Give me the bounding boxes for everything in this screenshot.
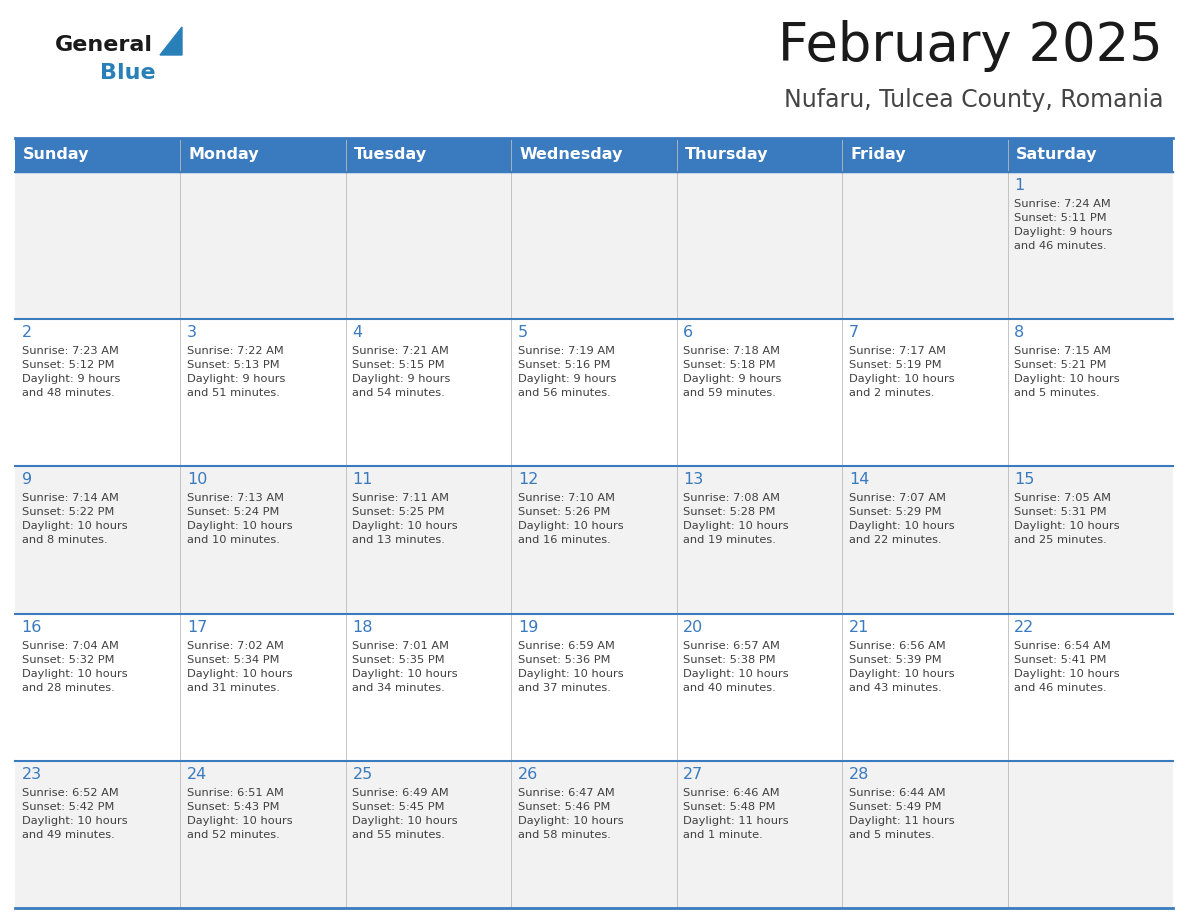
- Text: 14: 14: [848, 473, 870, 487]
- Text: Sunrise: 6:52 AM
Sunset: 5:42 PM
Daylight: 10 hours
and 49 minutes.: Sunrise: 6:52 AM Sunset: 5:42 PM Dayligh…: [21, 788, 127, 840]
- Text: 1: 1: [1015, 178, 1024, 193]
- Text: 10: 10: [187, 473, 208, 487]
- Text: Saturday: Saturday: [1016, 148, 1098, 162]
- Text: Friday: Friday: [851, 148, 906, 162]
- Text: 6: 6: [683, 325, 694, 341]
- Text: Nufaru, Tulcea County, Romania: Nufaru, Tulcea County, Romania: [784, 88, 1163, 112]
- Text: Sunrise: 7:08 AM
Sunset: 5:28 PM
Daylight: 10 hours
and 19 minutes.: Sunrise: 7:08 AM Sunset: 5:28 PM Dayligh…: [683, 493, 789, 545]
- Text: Sunrise: 7:02 AM
Sunset: 5:34 PM
Daylight: 10 hours
and 31 minutes.: Sunrise: 7:02 AM Sunset: 5:34 PM Dayligh…: [187, 641, 292, 692]
- Text: Sunrise: 6:44 AM
Sunset: 5:49 PM
Daylight: 11 hours
and 5 minutes.: Sunrise: 6:44 AM Sunset: 5:49 PM Dayligh…: [848, 788, 954, 840]
- Text: 26: 26: [518, 767, 538, 782]
- Bar: [511, 138, 677, 172]
- Text: 17: 17: [187, 620, 208, 634]
- Text: Sunrise: 7:24 AM
Sunset: 5:11 PM
Daylight: 9 hours
and 46 minutes.: Sunrise: 7:24 AM Sunset: 5:11 PM Dayligh…: [1015, 199, 1113, 251]
- Text: 13: 13: [683, 473, 703, 487]
- Text: Sunrise: 7:04 AM
Sunset: 5:32 PM
Daylight: 10 hours
and 28 minutes.: Sunrise: 7:04 AM Sunset: 5:32 PM Dayligh…: [21, 641, 127, 692]
- Text: 25: 25: [353, 767, 373, 782]
- Text: Sunrise: 6:54 AM
Sunset: 5:41 PM
Daylight: 10 hours
and 46 minutes.: Sunrise: 6:54 AM Sunset: 5:41 PM Dayligh…: [1015, 641, 1120, 692]
- Bar: [15, 613, 1173, 761]
- Bar: [15, 761, 1173, 908]
- Text: Sunrise: 6:59 AM
Sunset: 5:36 PM
Daylight: 10 hours
and 37 minutes.: Sunrise: 6:59 AM Sunset: 5:36 PM Dayligh…: [518, 641, 624, 692]
- Text: 5: 5: [518, 325, 527, 341]
- Bar: [842, 138, 1007, 172]
- Bar: [15, 466, 1173, 613]
- Text: Sunrise: 6:56 AM
Sunset: 5:39 PM
Daylight: 10 hours
and 43 minutes.: Sunrise: 6:56 AM Sunset: 5:39 PM Dayligh…: [848, 641, 954, 692]
- Bar: [15, 138, 181, 172]
- Text: Sunrise: 6:49 AM
Sunset: 5:45 PM
Daylight: 10 hours
and 55 minutes.: Sunrise: 6:49 AM Sunset: 5:45 PM Dayligh…: [353, 788, 459, 840]
- Text: 22: 22: [1015, 620, 1035, 634]
- Text: General: General: [55, 35, 153, 55]
- Text: Sunrise: 7:21 AM
Sunset: 5:15 PM
Daylight: 9 hours
and 54 minutes.: Sunrise: 7:21 AM Sunset: 5:15 PM Dayligh…: [353, 346, 451, 398]
- Text: Sunrise: 7:22 AM
Sunset: 5:13 PM
Daylight: 9 hours
and 51 minutes.: Sunrise: 7:22 AM Sunset: 5:13 PM Dayligh…: [187, 346, 285, 398]
- Text: Sunrise: 7:10 AM
Sunset: 5:26 PM
Daylight: 10 hours
and 16 minutes.: Sunrise: 7:10 AM Sunset: 5:26 PM Dayligh…: [518, 493, 624, 545]
- Text: 23: 23: [21, 767, 42, 782]
- Text: Sunrise: 7:23 AM
Sunset: 5:12 PM
Daylight: 9 hours
and 48 minutes.: Sunrise: 7:23 AM Sunset: 5:12 PM Dayligh…: [21, 346, 120, 398]
- Bar: [1007, 138, 1173, 172]
- Text: 12: 12: [518, 473, 538, 487]
- Text: 11: 11: [353, 473, 373, 487]
- Text: Sunrise: 7:01 AM
Sunset: 5:35 PM
Daylight: 10 hours
and 34 minutes.: Sunrise: 7:01 AM Sunset: 5:35 PM Dayligh…: [353, 641, 459, 692]
- Text: Sunrise: 7:14 AM
Sunset: 5:22 PM
Daylight: 10 hours
and 8 minutes.: Sunrise: 7:14 AM Sunset: 5:22 PM Dayligh…: [21, 493, 127, 545]
- Text: Sunrise: 7:13 AM
Sunset: 5:24 PM
Daylight: 10 hours
and 10 minutes.: Sunrise: 7:13 AM Sunset: 5:24 PM Dayligh…: [187, 493, 292, 545]
- Text: Monday: Monday: [189, 148, 259, 162]
- Text: Sunrise: 7:11 AM
Sunset: 5:25 PM
Daylight: 10 hours
and 13 minutes.: Sunrise: 7:11 AM Sunset: 5:25 PM Dayligh…: [353, 493, 459, 545]
- Text: 19: 19: [518, 620, 538, 634]
- Text: 4: 4: [353, 325, 362, 341]
- Text: 20: 20: [683, 620, 703, 634]
- Text: Sunrise: 7:07 AM
Sunset: 5:29 PM
Daylight: 10 hours
and 22 minutes.: Sunrise: 7:07 AM Sunset: 5:29 PM Dayligh…: [848, 493, 954, 545]
- Text: 8: 8: [1015, 325, 1024, 341]
- Text: Thursday: Thursday: [685, 148, 769, 162]
- Text: Sunrise: 7:05 AM
Sunset: 5:31 PM
Daylight: 10 hours
and 25 minutes.: Sunrise: 7:05 AM Sunset: 5:31 PM Dayligh…: [1015, 493, 1120, 545]
- Bar: [15, 172, 1173, 319]
- Text: 24: 24: [187, 767, 207, 782]
- Text: Sunrise: 6:46 AM
Sunset: 5:48 PM
Daylight: 11 hours
and 1 minute.: Sunrise: 6:46 AM Sunset: 5:48 PM Dayligh…: [683, 788, 789, 840]
- Text: 7: 7: [848, 325, 859, 341]
- Text: February 2025: February 2025: [778, 20, 1163, 72]
- Bar: [15, 319, 1173, 466]
- Text: Sunrise: 6:57 AM
Sunset: 5:38 PM
Daylight: 10 hours
and 40 minutes.: Sunrise: 6:57 AM Sunset: 5:38 PM Dayligh…: [683, 641, 789, 692]
- Text: Sunrise: 7:18 AM
Sunset: 5:18 PM
Daylight: 9 hours
and 59 minutes.: Sunrise: 7:18 AM Sunset: 5:18 PM Dayligh…: [683, 346, 782, 398]
- Text: Sunrise: 7:17 AM
Sunset: 5:19 PM
Daylight: 10 hours
and 2 minutes.: Sunrise: 7:17 AM Sunset: 5:19 PM Dayligh…: [848, 346, 954, 398]
- Text: Sunrise: 7:15 AM
Sunset: 5:21 PM
Daylight: 10 hours
and 5 minutes.: Sunrise: 7:15 AM Sunset: 5:21 PM Dayligh…: [1015, 346, 1120, 398]
- Text: 28: 28: [848, 767, 870, 782]
- Text: 16: 16: [21, 620, 42, 634]
- Text: Sunrise: 6:47 AM
Sunset: 5:46 PM
Daylight: 10 hours
and 58 minutes.: Sunrise: 6:47 AM Sunset: 5:46 PM Dayligh…: [518, 788, 624, 840]
- Text: 18: 18: [353, 620, 373, 634]
- Bar: [677, 138, 842, 172]
- Text: Sunrise: 6:51 AM
Sunset: 5:43 PM
Daylight: 10 hours
and 52 minutes.: Sunrise: 6:51 AM Sunset: 5:43 PM Dayligh…: [187, 788, 292, 840]
- Text: 15: 15: [1015, 473, 1035, 487]
- Bar: [181, 138, 346, 172]
- Text: 9: 9: [21, 473, 32, 487]
- Bar: [346, 138, 511, 172]
- Text: 2: 2: [21, 325, 32, 341]
- Text: 21: 21: [848, 620, 870, 634]
- Text: Sunday: Sunday: [24, 148, 90, 162]
- Text: 27: 27: [683, 767, 703, 782]
- Text: Sunrise: 7:19 AM
Sunset: 5:16 PM
Daylight: 9 hours
and 56 minutes.: Sunrise: 7:19 AM Sunset: 5:16 PM Dayligh…: [518, 346, 617, 398]
- Polygon shape: [160, 27, 182, 55]
- Text: Wednesday: Wednesday: [519, 148, 623, 162]
- Text: Tuesday: Tuesday: [354, 148, 428, 162]
- Text: Blue: Blue: [100, 63, 156, 83]
- Text: 3: 3: [187, 325, 197, 341]
